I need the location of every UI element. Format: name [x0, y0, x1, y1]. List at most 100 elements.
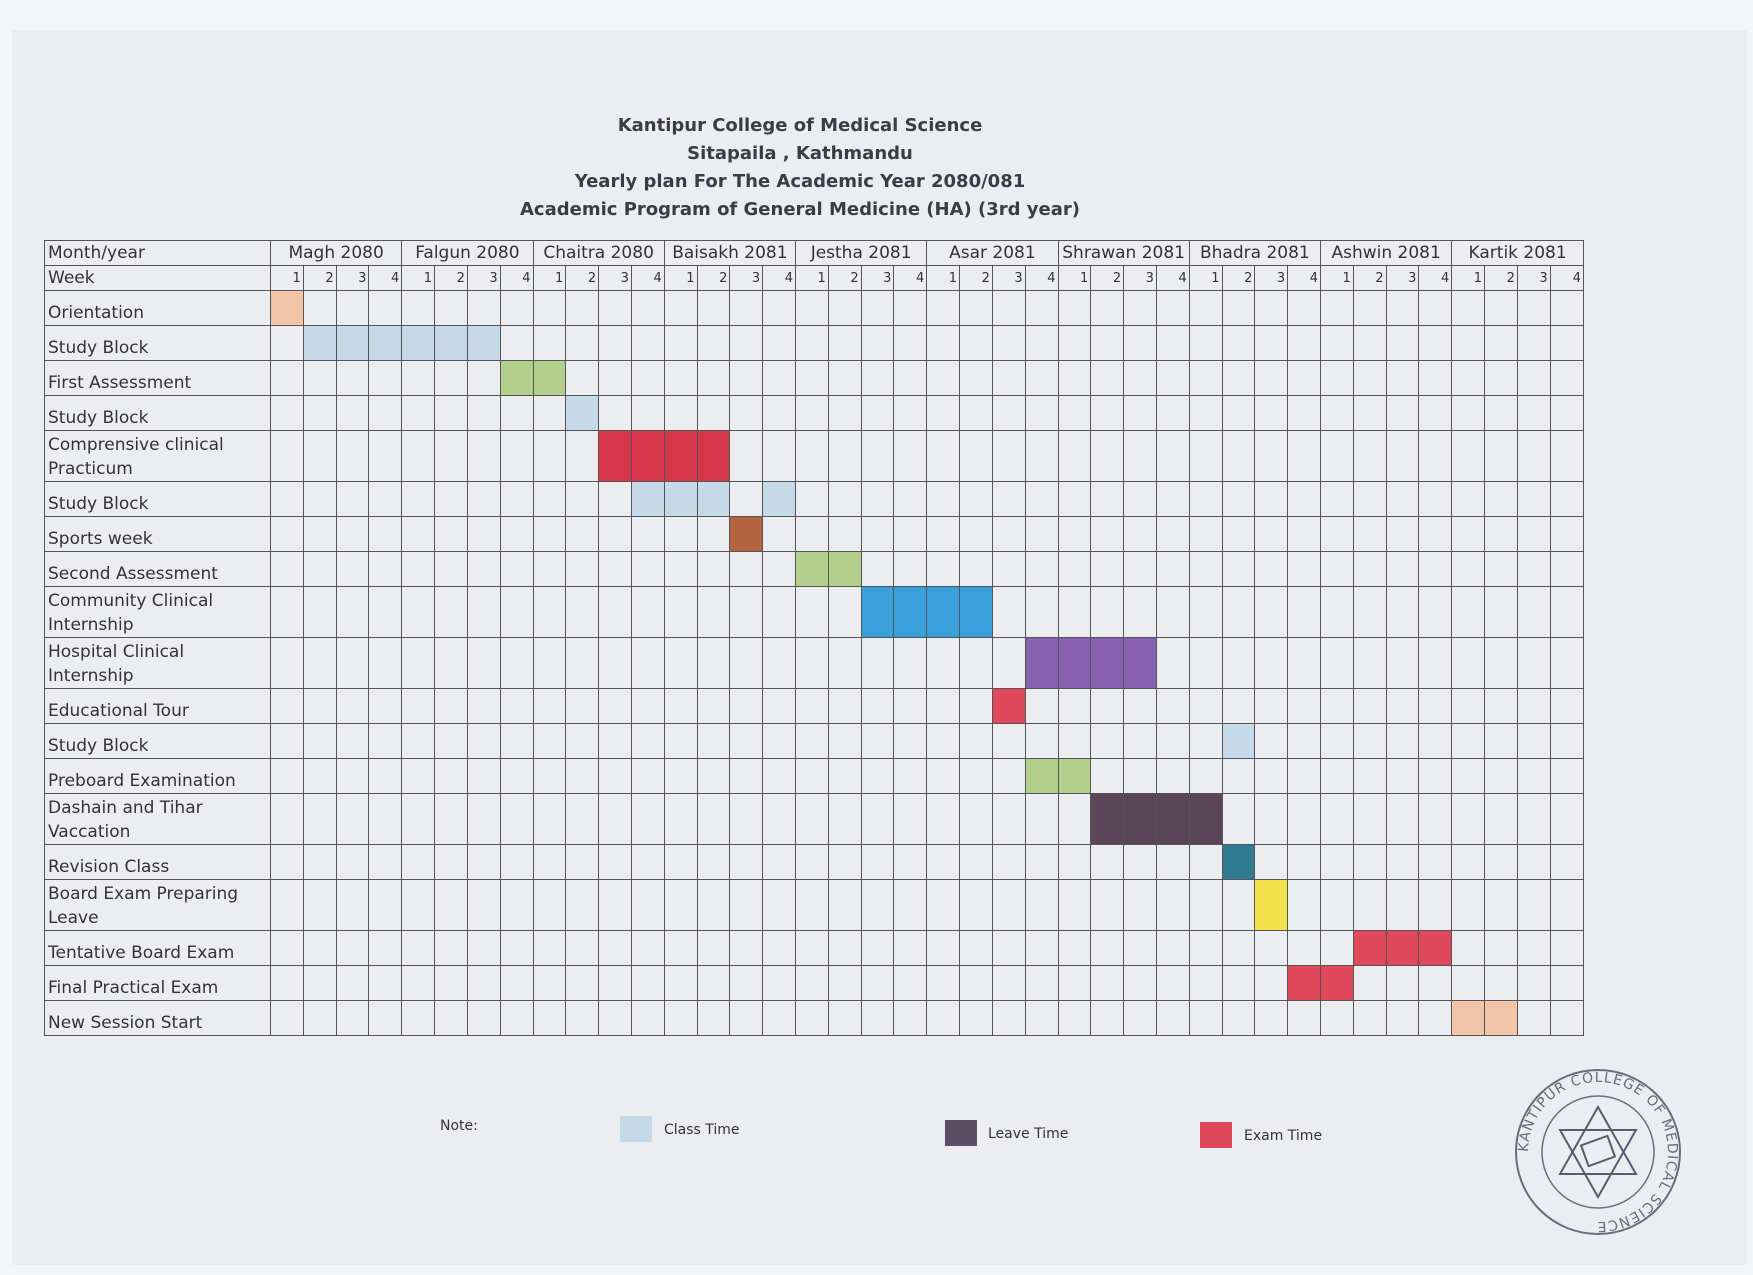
week-cell [630, 930, 665, 966]
scheduled-week-cell [1221, 723, 1256, 759]
week-cell [335, 879, 370, 931]
week-cell [1287, 723, 1321, 759]
week-cell [860, 930, 895, 966]
week-cell [270, 551, 304, 587]
scheduled-week-cell [1057, 637, 1092, 689]
week-cell [893, 360, 928, 396]
week-number: 3 [729, 265, 764, 291]
week-cell [1057, 844, 1092, 880]
week-cell [1123, 395, 1157, 431]
week-number: 3 [598, 265, 632, 291]
week-cell [827, 793, 862, 845]
week-cell [401, 430, 436, 482]
week-cell [270, 430, 304, 482]
week-cell [1090, 395, 1125, 431]
week-cell [991, 793, 1026, 845]
week-cell [335, 965, 370, 1001]
week-cell [1385, 586, 1420, 638]
week-cell [598, 844, 632, 880]
week-cell [466, 586, 501, 638]
week-cell [1188, 688, 1223, 724]
week-cell [1155, 516, 1190, 552]
week-number: 3 [466, 265, 501, 291]
week-cell [762, 758, 796, 794]
week-cell [959, 325, 993, 361]
week-cell [565, 481, 600, 517]
week-cell [598, 551, 632, 587]
week-cell [1123, 844, 1157, 880]
week-cell [1320, 793, 1354, 845]
week-cell [991, 586, 1026, 638]
scheduled-week-cell [302, 325, 337, 361]
week-cell [959, 879, 993, 931]
week-cell [1549, 688, 1585, 724]
week-cell [762, 688, 796, 724]
activity-label: Final Practical Exam [44, 965, 271, 1001]
week-cell [860, 325, 895, 361]
week-cell [499, 723, 534, 759]
week-cell [401, 793, 436, 845]
week-cell [368, 844, 403, 880]
week-cell [532, 758, 567, 794]
week-cell [401, 586, 436, 638]
week-cell [1320, 516, 1354, 552]
week-cell [1549, 723, 1585, 759]
scheduled-week-cell [270, 290, 304, 326]
scheduled-week-cell [1188, 793, 1223, 845]
week-cell [827, 965, 862, 1001]
week-cell [729, 551, 764, 587]
week-cell [335, 637, 370, 689]
week-cell [1451, 360, 1486, 396]
week-cell [1254, 586, 1289, 638]
week-cell [729, 637, 764, 689]
month-header: Kartik 2081 [1451, 240, 1584, 266]
week-cell [1451, 793, 1486, 845]
week-cell [1057, 688, 1092, 724]
week-cell [1516, 360, 1551, 396]
week-cell [1221, 551, 1256, 587]
week-cell [1221, 430, 1256, 482]
week-number: 4 [1418, 265, 1453, 291]
week-cell [696, 879, 731, 931]
week-cell [1418, 481, 1453, 517]
week-cell [1352, 290, 1387, 326]
activity-label: Comprensive clinical Practicum [44, 430, 271, 482]
week-cell [959, 290, 993, 326]
week-cell [565, 637, 600, 689]
month-header: Jestha 2081 [794, 240, 928, 266]
document-header: Kantipur College of Medical Science Sita… [0, 112, 1600, 224]
week-cell [1451, 723, 1486, 759]
week-number: 2 [302, 265, 337, 291]
week-cell [270, 723, 304, 759]
week-cell [1221, 325, 1256, 361]
week-cell [959, 930, 993, 966]
week-cell [434, 481, 468, 517]
scheduled-week-cell [1057, 758, 1092, 794]
week-cell [1155, 930, 1190, 966]
week-cell [434, 879, 468, 931]
week-cell [499, 879, 534, 931]
week-cell [795, 1000, 829, 1036]
week-cell [1254, 844, 1289, 880]
week-cell [1221, 688, 1256, 724]
week-cell [335, 360, 370, 396]
week-cell [1352, 793, 1387, 845]
week-cell [1221, 481, 1256, 517]
activity-label: New Session Start [44, 1000, 271, 1036]
week-cell [663, 516, 698, 552]
week-cell [1418, 879, 1453, 931]
week-cell [565, 325, 600, 361]
week-cell [1385, 551, 1420, 587]
week-cell [1024, 844, 1059, 880]
week-cell [1024, 290, 1059, 326]
week-cell [696, 688, 731, 724]
week-cell [598, 723, 632, 759]
week-cell [1254, 481, 1289, 517]
week-cell [1484, 879, 1518, 931]
week-cell [368, 758, 403, 794]
week-cell [663, 325, 698, 361]
week-cell [401, 965, 436, 1001]
week-cell [1123, 430, 1157, 482]
week-cell [926, 360, 961, 396]
week-number: 1 [795, 265, 829, 291]
